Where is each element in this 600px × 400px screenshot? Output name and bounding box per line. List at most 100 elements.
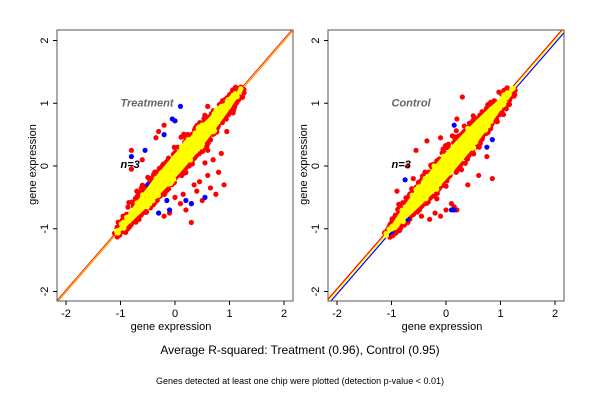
dense-point [115,227,121,234]
dense-point [480,123,487,129]
outlier-point [205,172,211,179]
outlier-point [453,128,459,134]
dense-point [168,166,174,172]
outlier-point [194,188,200,194]
x-tick-label: 1 [497,308,503,320]
outlier-point [180,191,186,197]
dense-point [146,187,152,193]
outlier-point [396,201,402,208]
dense-point [405,209,411,215]
dense-point [442,154,449,160]
y-axis-label: gene expression [27,124,39,205]
dense-point [226,98,232,104]
dense-point [426,183,433,190]
outlier-point [177,201,184,207]
extreme-point [161,132,167,138]
dense-point [172,156,178,163]
outlier-point [153,135,159,141]
extreme-point [166,207,173,213]
dense-point [483,127,489,133]
outlier-point [134,188,140,194]
panel-title: Treatment [121,97,175,109]
dense-point [237,88,243,94]
outlier-point [196,179,203,185]
x-tick-label: 0 [443,308,449,320]
dense-point [447,170,453,176]
outlier-point [454,116,460,122]
outlier-point [239,94,246,100]
outlier-point [205,140,211,146]
outlier-point [413,147,419,153]
dense-point [155,186,161,192]
sample-size-label: n=3 [121,159,140,171]
dense-point [436,181,443,187]
outlier-point [437,213,444,219]
dense-point [134,200,140,206]
extreme-point [188,201,194,207]
dense-point [211,121,217,128]
dense-point [153,175,159,182]
extreme-point [142,147,148,153]
extreme-point [156,210,162,216]
dense-point [400,209,407,216]
x-tick-label: -1 [387,308,397,320]
dense-point [121,225,127,231]
dense-point [438,175,444,182]
outlier-point [162,189,168,196]
outlier-point [156,128,162,135]
y-tick-label: -2 [39,287,51,297]
dense-point [412,195,418,201]
extreme-point [451,122,457,128]
extreme-point [489,137,495,143]
dense-point [407,200,413,206]
detection-note-caption: Genes detected at least one chip were pl… [156,376,444,386]
dense-point [188,157,194,163]
dense-point [462,141,469,147]
x-tick-label: -1 [116,308,126,320]
outlier-point [128,166,134,172]
extreme-point [202,194,208,200]
dense-point [180,161,186,167]
dense-point [465,125,471,132]
dense-point [226,104,232,110]
dense-point [167,180,174,187]
outlier-point [224,128,230,135]
dense-point [196,136,202,143]
outlier-point [133,219,139,225]
plot-area [328,30,564,301]
outlier-point [503,106,509,112]
extreme-point [451,207,457,213]
outlier-point [410,175,416,182]
outlier-point [432,210,438,216]
outlier-point [394,188,400,194]
dense-point [488,118,494,124]
outlier-point [470,113,476,119]
dense-point [413,186,419,193]
control-panel: -2 -1 0 1 2 -2 -1 0 1 2 gene expression gene expres… [298,29,565,333]
dense-point [452,143,458,149]
dense-point [174,169,181,175]
y-tick-label: 0 [39,163,51,169]
outlier-point [213,191,219,197]
dense-point [473,139,479,145]
dense-point [504,94,510,100]
dense-point [215,105,222,111]
dense-point [438,171,444,177]
outlier-point [476,172,482,179]
extreme-point [183,197,189,204]
outlier-point [191,182,197,188]
outlier-point [431,193,437,199]
extreme-point [402,177,408,183]
dense-point [470,125,476,131]
outlier-point [179,172,185,179]
dense-point [490,105,496,111]
x-tick-label: 0 [172,308,178,320]
outlier-point [452,135,458,142]
dense-point [504,90,510,96]
dense-point [168,176,174,182]
dense-point [144,203,150,209]
dense-point [497,99,503,106]
x-axis-label: gene expression [131,321,212,333]
y-tick-label: -1 [39,224,51,234]
outlier-point [424,138,430,144]
